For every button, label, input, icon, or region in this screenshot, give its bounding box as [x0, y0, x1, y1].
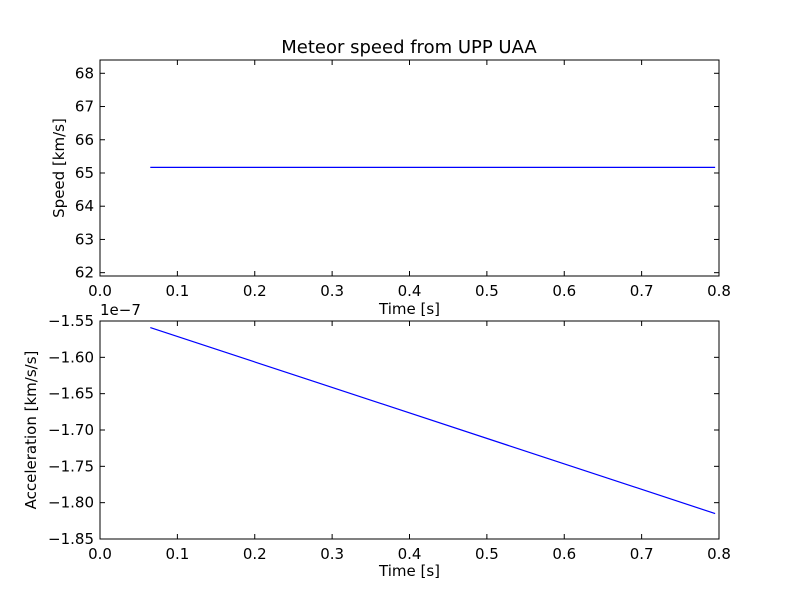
- y-tick-label: −1.70: [48, 421, 94, 439]
- x-tick-label: 0.1: [165, 282, 189, 300]
- y-tick-label: 66: [75, 131, 94, 149]
- y-tick-label: −1.80: [48, 494, 94, 512]
- x-axis-label: Time [s]: [378, 300, 440, 318]
- x-tick-label: 0.0: [88, 282, 112, 300]
- axis-offset-label: 1e−7: [100, 301, 141, 319]
- y-axis-label: Speed [km/s]: [50, 118, 68, 218]
- y-tick-label: 62: [75, 264, 94, 282]
- y-tick-label: −1.65: [48, 385, 94, 403]
- x-tick-label: 0.5: [475, 282, 499, 300]
- x-tick-label: 0.2: [243, 545, 267, 563]
- y-tick-label: 68: [75, 64, 94, 82]
- x-tick-label: 0.3: [320, 545, 344, 563]
- y-tick-label: 67: [75, 98, 94, 116]
- x-tick-label: 0.5: [475, 545, 499, 563]
- y-tick-label: −1.60: [48, 348, 94, 366]
- chart-title: Meteor speed from UPP UAA: [281, 37, 537, 58]
- y-axis-label: Acceleration [km/s/s]: [22, 351, 40, 510]
- x-tick-label: 0.4: [398, 545, 422, 563]
- x-tick-label: 0.0: [88, 545, 112, 563]
- plot-frame: [99, 59, 720, 277]
- x-tick-label: 0.1: [165, 545, 189, 563]
- x-tick-label: 0.2: [243, 282, 267, 300]
- y-tick-label: −1.75: [48, 457, 94, 475]
- plot-frame: [99, 320, 720, 540]
- x-tick-label: 0.6: [552, 545, 576, 563]
- x-tick-label: 0.6: [552, 282, 576, 300]
- x-tick-label: 0.7: [630, 545, 654, 563]
- acceleration-panel: 0.0 0.1 0.2 0.3 0.4 0.5 0.6 0.7 0.8 −1.55 −1.60 −1.…: [22, 301, 731, 580]
- x-axis-label: Time [s]: [378, 562, 440, 580]
- y-tick-label: −1.55: [48, 312, 94, 330]
- x-tick-label: 0.8: [707, 545, 731, 563]
- x-tick-label: 0.7: [630, 282, 654, 300]
- y-tick-label: 63: [75, 230, 94, 248]
- y-tick-label: −1.85: [48, 530, 94, 548]
- y-tick-label: 64: [75, 197, 94, 215]
- x-tick-label: 0.4: [398, 282, 422, 300]
- y-tick-label: 65: [75, 164, 94, 182]
- data-series-line: [150, 326, 716, 515]
- speed-panel: 0.0 0.1 0.2 0.3 0.4 0.5 0.6 0.7 0.8 62 63 64 65 66 67 6…: [50, 59, 731, 318]
- x-tick-label: 0.8: [707, 282, 731, 300]
- x-tick-label: 0.3: [320, 282, 344, 300]
